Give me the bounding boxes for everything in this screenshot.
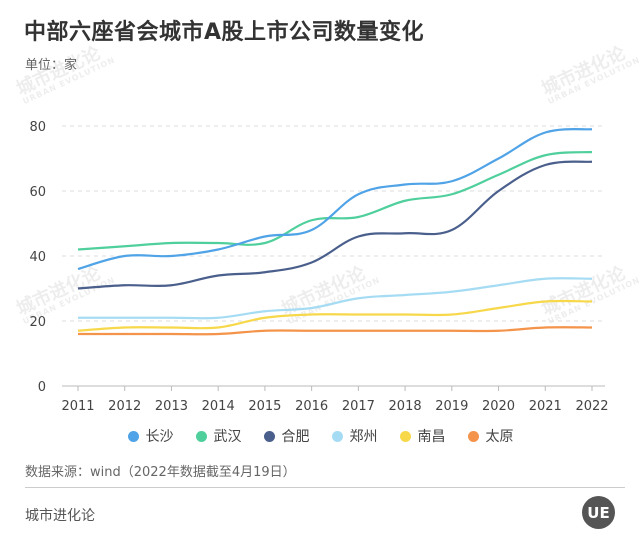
unit-label: 单位：家	[25, 58, 78, 73]
legend-item[interactable]: 南昌	[399, 426, 446, 446]
legend-label: 南昌	[417, 429, 446, 445]
series-line-郑州	[77, 277, 593, 320]
y-tick-label: 80	[29, 120, 46, 135]
legend: 长沙 武汉 合肥 郑州 南昌 太原	[0, 426, 641, 446]
legend-marker	[399, 430, 411, 442]
series-line-合肥	[77, 160, 593, 290]
legend-item[interactable]: 武汉	[195, 426, 242, 446]
y-tick-label: 0	[38, 380, 46, 395]
brand-name: 城市进化论	[25, 508, 95, 524]
y-tick-label: 40	[29, 250, 46, 265]
series-line-太原	[78, 326, 593, 336]
legend-label: 武汉	[213, 429, 242, 445]
x-tick-label: 2014	[202, 399, 235, 414]
plot-area: 0 20 40 60 80 2011 2012 2013 2014 2015 2016 2017 201…	[29, 120, 608, 414]
brand-logo: UE	[582, 496, 615, 529]
x-tick-label: 2020	[482, 399, 515, 414]
x-tick-label: 2011	[61, 399, 94, 414]
y-tick-label: 20	[29, 315, 46, 330]
x-tick-label: 2012	[108, 399, 141, 414]
legend-label: 长沙	[145, 429, 174, 445]
legend-item[interactable]: 郑州	[331, 426, 378, 446]
x-tick-label: 2022	[575, 399, 608, 414]
legend-item[interactable]: 合肥	[263, 426, 310, 446]
x-tick-label: 2016	[295, 399, 328, 414]
source-note: 数据来源：wind（2022年数据截至4月19日）	[25, 465, 296, 480]
y-tick-label: 60	[29, 185, 46, 200]
series-line-长沙	[77, 128, 593, 271]
x-tick-label: 2019	[435, 399, 468, 414]
chart-title: 中部六座省会城市A股上市公司数量变化	[24, 20, 425, 45]
legend-item[interactable]: 太原	[467, 426, 514, 446]
legend-label: 太原	[485, 429, 514, 445]
legend-marker	[263, 430, 275, 442]
x-tick-label: 2018	[389, 399, 422, 414]
legend-label: 郑州	[349, 429, 378, 445]
series-line-南昌	[77, 299, 593, 332]
legend-marker	[127, 430, 139, 442]
series-line-武汉	[77, 150, 593, 251]
legend-marker	[467, 430, 479, 442]
legend-item[interactable]: 长沙	[127, 426, 174, 446]
x-tick-label: 2021	[529, 399, 562, 414]
divider	[25, 487, 625, 488]
legend-label: 合肥	[281, 429, 310, 445]
x-tick-label: 2013	[155, 399, 188, 414]
legend-marker	[331, 430, 343, 442]
x-tick-label: 2015	[248, 399, 281, 414]
x-tick-label: 2017	[342, 399, 375, 414]
legend-marker	[195, 430, 207, 442]
